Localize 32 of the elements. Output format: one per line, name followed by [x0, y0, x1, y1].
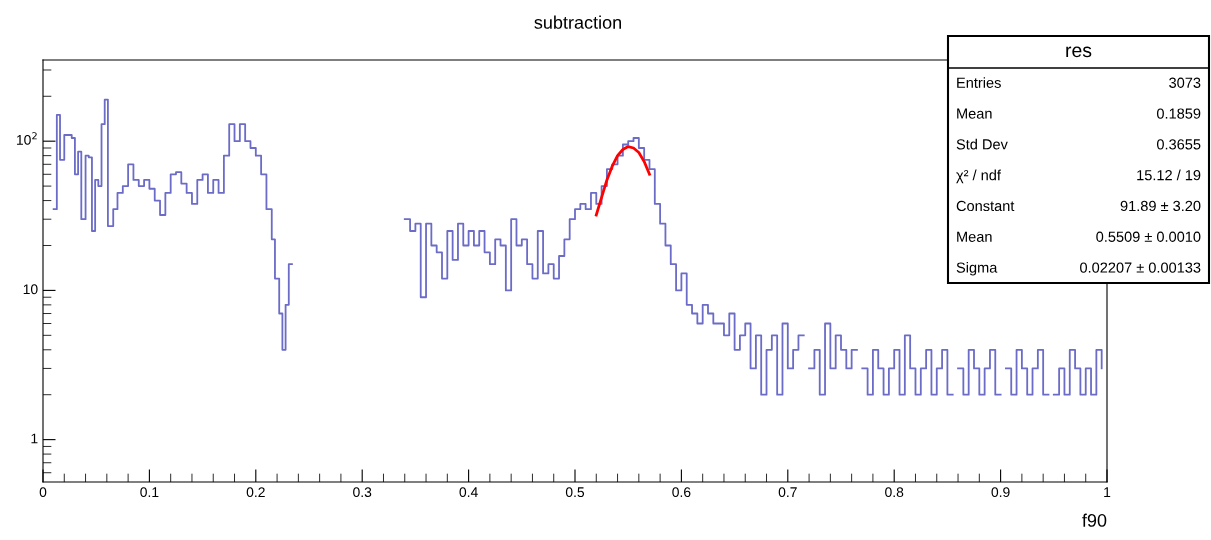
- x-tick-label: 0.8: [885, 487, 904, 498]
- text: 15.12 / 19: [1137, 169, 1201, 181]
- x-tick-label: 0.2: [246, 487, 265, 498]
- x-tick-label: 0.1: [140, 487, 159, 498]
- x-tick-label: 0.7: [778, 487, 797, 498]
- x-tick-label: 0.3: [353, 487, 372, 498]
- x-tick-label: 0: [39, 487, 47, 498]
- annotation: 0.02207 ± 0.00133: [1080, 262, 1201, 273]
- annotation: χ² / ndf: [956, 169, 1001, 184]
- annotation: Mean: [957, 108, 992, 119]
- text: 3073: [1169, 77, 1201, 88]
- x-tick-label: 0.4: [459, 487, 478, 498]
- x-tick-label: 0.6: [672, 487, 691, 498]
- y-tick-label: 1: [31, 433, 38, 444]
- y-tick-label: 10$^{2}$: [16, 132, 37, 145]
- annotation: Constant: [956, 200, 1015, 212]
- x-tick-label: 0.5: [565, 487, 585, 498]
- text: 0.1859: [1156, 108, 1201, 119]
- text: 91.89 ± 3.20: [1120, 200, 1201, 212]
- x-tick-label: 1: [1104, 487, 1111, 497]
- annotation: 0.5509 ± 0.0010: [1096, 231, 1201, 242]
- text: res: [1066, 46, 1092, 58]
- annotation: Mean: [957, 231, 992, 242]
- annotation: Sigma: [956, 262, 998, 276]
- text: 0.3655: [1156, 139, 1201, 150]
- x-tick-label: 0.9: [991, 487, 1010, 498]
- x-axis-title: f90: [1082, 513, 1107, 527]
- y-tick-label: 10: [23, 284, 38, 295]
- line-series: [594, 145, 651, 217]
- annotation: Std Dev: [956, 138, 1008, 150]
- chart-title: subtraction: [534, 15, 621, 29]
- annotation: Entries: [957, 77, 1001, 88]
